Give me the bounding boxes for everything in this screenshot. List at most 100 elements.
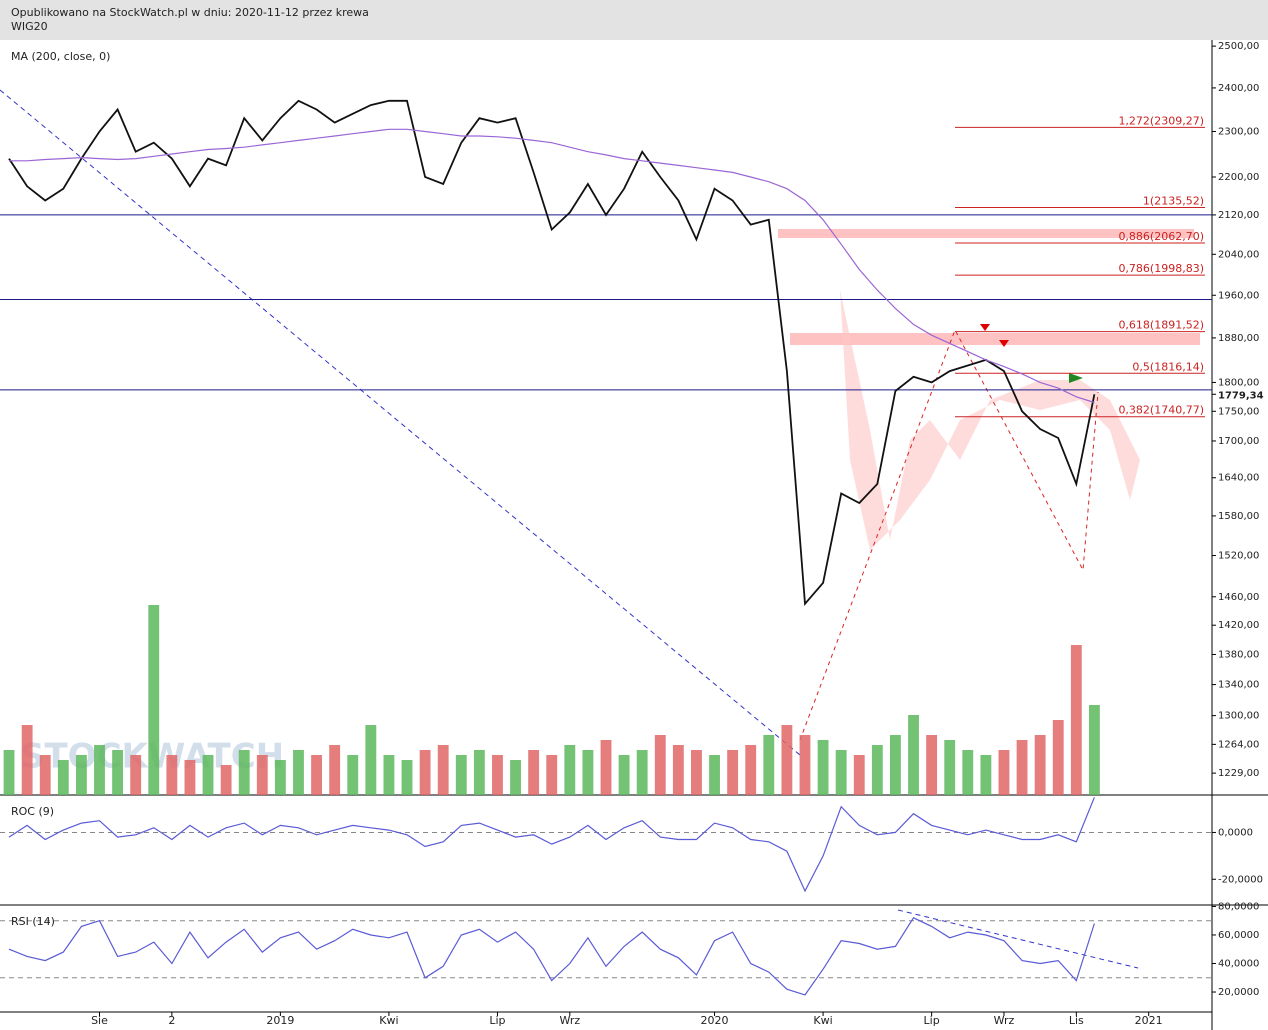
y-tick-label: 1800,00 xyxy=(1218,377,1259,388)
header-title: Opublikowano na StockWatch.pl w dniu: 20… xyxy=(11,6,369,19)
volume-bar xyxy=(437,745,449,795)
volume-bar xyxy=(908,715,919,795)
x-tick-label: Kwi xyxy=(379,1014,398,1027)
flag xyxy=(1069,373,1083,383)
rsi-trend-line xyxy=(897,909,1139,969)
header-bar xyxy=(0,0,1268,40)
y-tick-label: 20,0000 xyxy=(1218,987,1259,998)
volume-bar xyxy=(817,740,829,795)
y-tick-label: 40,0000 xyxy=(1218,958,1259,969)
volume-bar xyxy=(799,735,811,795)
series-line xyxy=(8,797,1095,893)
zigzag-line xyxy=(799,328,1099,741)
volume-bar xyxy=(980,755,992,795)
series-line xyxy=(8,99,1096,607)
x-tick-label: Wrz xyxy=(559,1014,580,1027)
volume-bar xyxy=(998,750,1010,795)
series-line xyxy=(8,917,1095,996)
y-tick-label: 1340,00 xyxy=(1218,680,1259,691)
y-tick-label: 1700,00 xyxy=(1218,436,1259,447)
volume-bar xyxy=(365,725,377,795)
y-tick-label: 1229,00 xyxy=(1218,768,1259,779)
marker xyxy=(999,340,1009,347)
volume-bar xyxy=(871,745,883,795)
volume-bar xyxy=(1070,645,1082,795)
fib-label: 0,886(2062,70) xyxy=(1118,230,1204,243)
volume-bar xyxy=(293,750,304,795)
volume-bar xyxy=(890,735,901,795)
x-tick-label: Wrz xyxy=(994,1014,1015,1027)
volume-bar xyxy=(329,745,341,795)
volume-bar xyxy=(184,760,196,795)
header-subtitle: WIG20 xyxy=(11,20,48,33)
volume-bar xyxy=(944,740,956,795)
volume-bar xyxy=(39,755,51,795)
volume-bar xyxy=(835,750,847,795)
volume-bar xyxy=(618,755,630,795)
volume-bar xyxy=(3,750,15,795)
volume-bar xyxy=(1016,740,1028,795)
volume-bar xyxy=(75,755,87,795)
x-tick-label: Lis xyxy=(1069,1014,1084,1027)
y-tick-label: 2300,00 xyxy=(1218,126,1259,137)
y-tick-label: 60,0000 xyxy=(1218,930,1259,941)
volume-bar xyxy=(383,755,395,795)
volume-bar xyxy=(401,760,413,795)
volume-bar xyxy=(112,750,124,795)
volume-bar xyxy=(473,750,485,795)
volume-bar xyxy=(926,735,938,795)
x-tick-label: Lip xyxy=(489,1014,505,1027)
y-tick-label: 1300,00 xyxy=(1218,711,1259,722)
volume-bar xyxy=(672,745,684,795)
fib-label: 1,272(2309,27) xyxy=(1118,114,1204,127)
fib-zone xyxy=(790,333,1200,345)
y-tick-label: 1880,00 xyxy=(1218,333,1259,344)
y-tick-label: 2500,00 xyxy=(1218,41,1259,52)
y-tick-label: 1640,00 xyxy=(1218,473,1259,484)
trend-line xyxy=(0,89,801,756)
volume-bar xyxy=(238,750,250,795)
volume-bar xyxy=(1052,720,1064,795)
marker xyxy=(980,324,990,331)
x-tick-label: Kwi xyxy=(813,1014,832,1027)
volume-bar xyxy=(962,750,974,795)
series-label: MA (200, close, 0) xyxy=(11,50,110,63)
series-label: RSI (14) xyxy=(11,915,55,928)
volume-bar xyxy=(347,755,359,795)
y-tick-label: 1580,00 xyxy=(1218,511,1259,522)
volume-bar xyxy=(691,750,702,795)
fib-label: 0,382(1740,77) xyxy=(1118,404,1204,417)
series-line xyxy=(9,128,1095,404)
y-tick-label: 1264,00 xyxy=(1218,739,1259,750)
volume-bar xyxy=(727,750,739,795)
cloud xyxy=(840,290,1140,550)
volume-bar xyxy=(853,755,865,795)
fib-zone xyxy=(778,229,1194,238)
volume-bar xyxy=(492,755,503,795)
volume-bar xyxy=(582,750,594,795)
volume-bar xyxy=(57,760,69,795)
y-tick-label: 1960,00 xyxy=(1218,290,1259,301)
fib-label: 0,618(1891,52) xyxy=(1118,319,1204,332)
volume-bar xyxy=(600,740,612,795)
volume-bar xyxy=(148,605,160,795)
y-tick-label: 1420,00 xyxy=(1218,620,1259,631)
volume-bar xyxy=(130,755,142,795)
volume-bar xyxy=(220,765,232,795)
volume-bar xyxy=(94,745,105,795)
volume-bar xyxy=(564,745,576,795)
volume-bar xyxy=(528,750,540,795)
x-tick-label: Lip xyxy=(924,1014,940,1027)
y-tick-label: 2040,00 xyxy=(1218,249,1259,260)
volume-bar xyxy=(274,760,286,795)
volume-bar xyxy=(202,755,214,795)
volume-bar xyxy=(256,755,268,795)
fib-label: 0,5(1816,14) xyxy=(1132,360,1204,373)
y-tick-label: 1750,00 xyxy=(1218,406,1259,417)
fib-label: 1(2135,52) xyxy=(1143,194,1204,207)
volume-bar xyxy=(419,750,431,795)
fib-label: 0,786(1998,83) xyxy=(1118,262,1204,275)
x-tick-label: 2019 xyxy=(266,1014,294,1027)
volume-bar xyxy=(654,735,666,795)
